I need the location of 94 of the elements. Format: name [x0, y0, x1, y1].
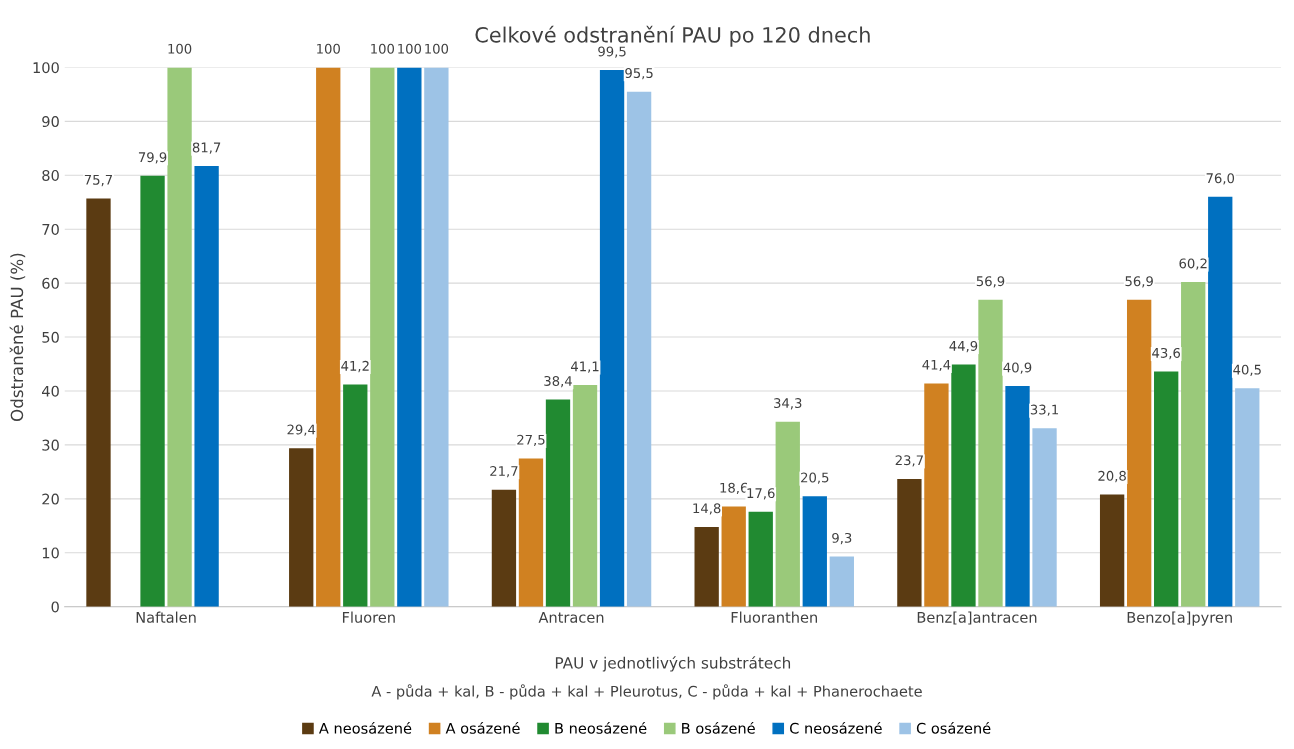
data-label: 56,9: [976, 276, 1005, 288]
y-tick-label: 50: [42, 331, 59, 343]
data-label: 100: [168, 43, 192, 54]
bar: [694, 526, 719, 607]
bar: [829, 556, 854, 607]
bar: [194, 166, 219, 607]
legend-label: A osázené: [445, 721, 520, 734]
data-label: 9,3: [832, 532, 852, 545]
bar: [343, 384, 368, 607]
bar: [721, 506, 746, 607]
y-tick-label: 10: [42, 547, 59, 559]
x-tick-label: Fluoren: [342, 611, 395, 623]
data-label: 75,7: [84, 174, 113, 187]
bar: [167, 67, 192, 607]
legend-label: B osázené: [682, 721, 755, 734]
y-tick-label: 80: [42, 169, 59, 182]
data-label: 21,7: [490, 466, 518, 478]
bar: [599, 70, 625, 607]
data-label: 41,1: [570, 361, 599, 373]
data-label: 76,0: [1206, 173, 1235, 185]
bar: [775, 421, 800, 607]
x-axis-title: PAU v jednotlivých substrátech: [555, 656, 791, 672]
data-label: 100: [398, 43, 422, 54]
x-tick-label: Benzo[a]pyren: [1127, 611, 1232, 626]
data-label: 60,2: [1179, 258, 1207, 270]
bar: [491, 489, 517, 607]
bar: [86, 198, 111, 607]
x-tick-label: Fluoranthen: [731, 611, 817, 623]
data-label: 41,4: [922, 359, 951, 372]
bar: [951, 364, 976, 607]
bar: [545, 399, 571, 607]
x-tick-label: Antracen: [538, 612, 604, 623]
bar: [424, 67, 449, 607]
data-label: 20,5: [801, 472, 829, 484]
bar: [518, 458, 544, 607]
data-label: 95,5: [625, 68, 653, 80]
data-label: 100: [317, 43, 340, 54]
bar: [978, 299, 1003, 607]
bar: [802, 496, 827, 607]
bar: [140, 175, 165, 607]
x-tick-label: Naftalen: [136, 611, 196, 623]
data-label: 38,4: [544, 375, 572, 388]
bar: [924, 383, 949, 607]
bar: [626, 91, 652, 607]
legend-label: C osázené: [916, 721, 991, 734]
data-label: 100: [371, 43, 395, 54]
data-label: 81,7: [192, 142, 221, 154]
data-label: 100: [425, 43, 449, 54]
data-label: 43,6: [1152, 347, 1181, 360]
chart-title: Celkové odstranění PAU po 120 dnech: [475, 25, 870, 47]
bar: [572, 385, 598, 607]
data-label: 56,9: [1125, 276, 1153, 288]
bar: [397, 67, 422, 607]
legend-label: A neosázené: [318, 721, 412, 734]
bar: [370, 67, 395, 607]
bar: [1235, 388, 1260, 607]
data-label: 27,5: [517, 434, 545, 447]
bar: [1126, 299, 1152, 607]
data-label: 99,5: [598, 46, 626, 58]
bar: [897, 478, 922, 607]
bar: [1208, 196, 1233, 607]
data-label: 34,3: [774, 398, 802, 410]
data-label: 79,9: [138, 152, 167, 164]
x-tick-label: Benz[a]antracen: [917, 611, 1037, 625]
bar: [1099, 494, 1125, 607]
y-tick-label: 20: [42, 493, 59, 505]
bar: [1181, 282, 1206, 607]
bar: [1032, 428, 1057, 607]
data-label: 23,7: [895, 455, 923, 467]
y-tick-label: 70: [42, 223, 59, 235]
data-label: 14,8: [693, 503, 721, 515]
legend-label: B neosázené: [555, 721, 647, 734]
y-tick-label: 30: [42, 439, 59, 451]
data-label: 20,8: [1098, 470, 1126, 483]
data-label: 40,5: [1233, 364, 1261, 376]
data-label: 17,6: [747, 488, 775, 500]
data-label: 41,2: [341, 360, 369, 373]
bar: [1154, 371, 1179, 607]
data-label: 33,1: [1030, 404, 1059, 416]
y-tick-label: 60: [42, 277, 59, 289]
data-label: 44,9: [949, 340, 978, 353]
legend-label: C neosázené: [789, 721, 882, 734]
bar: [316, 67, 341, 607]
y-tick-label: 0: [51, 601, 59, 613]
data-label: 29,4: [287, 424, 316, 436]
y-axis-title: Odstraněné PAU (%): [9, 253, 26, 421]
bar: [748, 511, 773, 607]
data-label: 40,9: [1003, 362, 1032, 374]
y-tick-label: 90: [42, 116, 59, 128]
y-tick-label: 100: [33, 62, 59, 74]
y-tick-label: 40: [41, 385, 59, 397]
text: A - půda + kal, B - půda + kal + Pleurotus, C - půda + kal + Phanerochaete: [371, 684, 922, 700]
bar: [1005, 386, 1030, 607]
bar: [289, 448, 314, 607]
